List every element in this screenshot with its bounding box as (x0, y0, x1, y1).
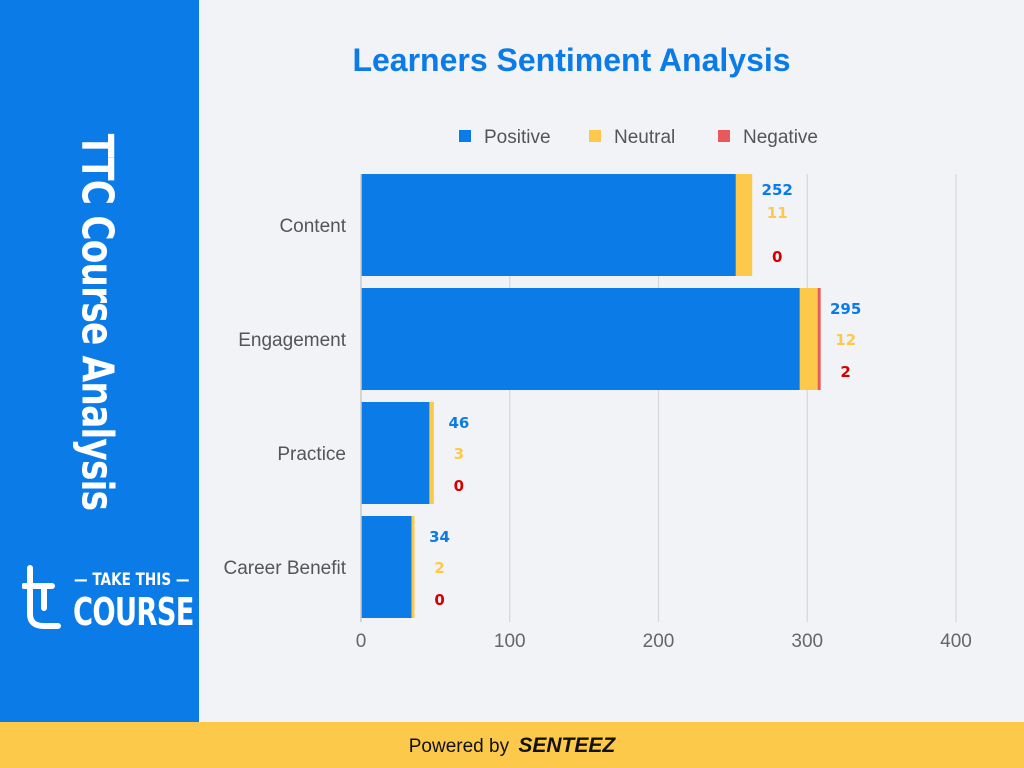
legend-swatch-negative (718, 130, 730, 142)
data-label-positive: 46 (448, 414, 469, 432)
data-label-neutral: 3 (454, 445, 464, 463)
logo-wordmark: COURSE (73, 590, 194, 634)
legend-label-neutral: Neutral (614, 127, 675, 148)
x-tick-label: 100 (494, 631, 526, 652)
category-label: Engagement (238, 330, 346, 351)
x-tick-label: 200 (643, 631, 675, 652)
footer-prefix: Powered by (408, 736, 510, 757)
bar-neutral-2 (429, 402, 434, 504)
footer-brand: SENTEEZ (518, 734, 616, 757)
bar-neutral-3 (411, 516, 415, 618)
footer-bar: Powered by SENTEEZ (0, 722, 1024, 768)
footer-text: Powered by SENTEEZ (0, 734, 1024, 758)
data-label-negative: 0 (434, 591, 444, 609)
legend-label-positive: Positive (484, 127, 551, 148)
data-label-neutral: 11 (767, 204, 788, 222)
bar-positive-0 (361, 174, 736, 276)
labels: 0 100 200 300 400Content252110Engagement2951… (223, 181, 971, 652)
bar-positive-3 (361, 516, 412, 618)
data-label-neutral: 2 (434, 559, 444, 577)
bar-neutral-1 (799, 288, 818, 390)
category-label: Content (279, 216, 346, 237)
logo-tagline: — TAKE THIS — (74, 570, 190, 590)
sentiment-chart: 0 100 200 300 400Content252110Engagement2951… (223, 127, 971, 652)
data-label-negative: 0 (454, 477, 464, 495)
bar-neutral-0 (735, 174, 753, 276)
x-tick-label: 300 (791, 631, 823, 652)
legend-swatch-neutral (589, 130, 601, 142)
legend-swatch-positive (459, 130, 471, 142)
chart-title: Learners Sentiment Analysis (352, 42, 791, 78)
category-label: Career Benefit (223, 558, 346, 579)
bars (361, 174, 821, 618)
data-label-positive: 252 (762, 181, 793, 199)
x-tick-label: 400 (940, 631, 972, 652)
t-logo-icon (22, 565, 61, 629)
data-label-negative: 2 (840, 363, 850, 381)
bar-positive-1 (361, 288, 800, 390)
data-label-positive: 34 (429, 528, 450, 546)
legend-label-negative: Negative (743, 127, 818, 148)
category-label: Practice (277, 444, 346, 465)
data-label-negative: 0 (772, 248, 782, 266)
data-label-neutral: 12 (835, 331, 856, 349)
x-tick-label: 0 (356, 631, 367, 652)
bar-negative-1 (817, 288, 821, 390)
legend: Positive Neutral Negative (459, 127, 818, 148)
data-label-positive: 295 (830, 300, 861, 318)
bar-positive-2 (361, 402, 430, 504)
sidebar: TTC Course Analysis — TAKE THIS — COURSE (0, 0, 199, 768)
